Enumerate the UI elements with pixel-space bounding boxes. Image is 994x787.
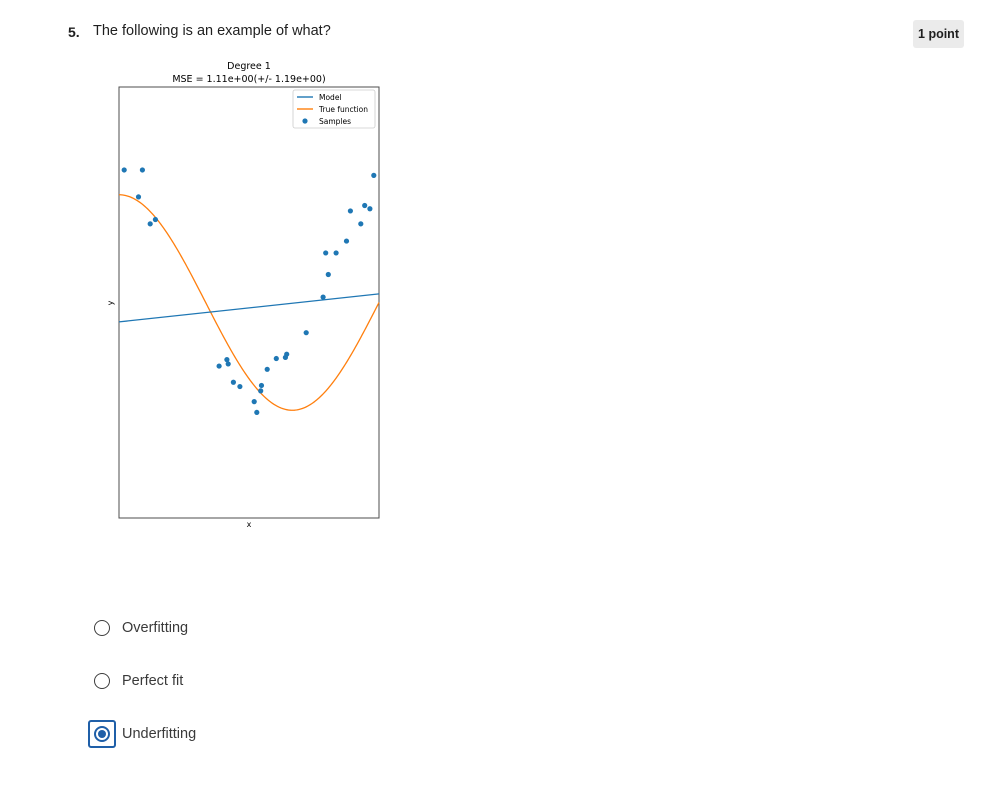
sample-point — [152, 216, 158, 223]
radio-focus-ring — [88, 667, 116, 695]
sample-point — [264, 366, 270, 372]
sample-point — [333, 250, 339, 256]
sample-point — [225, 361, 231, 367]
chart-title: Degree 1 — [227, 61, 271, 72]
sample-point — [362, 202, 368, 209]
sample-point — [216, 363, 222, 369]
chart-legend: Model True function Samples — [292, 89, 376, 129]
sample-point — [258, 388, 264, 394]
y-axis-label: y — [106, 300, 115, 305]
plot-layer — [118, 167, 380, 416]
question-number: 5. — [68, 24, 80, 40]
question-figure: Degree 1 MSE = 1.11e+00(+/- 1.19e+00) x … — [100, 55, 390, 535]
sample-point — [284, 351, 290, 357]
chart-subtitle: MSE = 1.11e+00(+/- 1.19e+00) — [172, 74, 325, 85]
option-overfitting[interactable]: Overfitting — [88, 612, 488, 644]
points-badge: 1 point — [913, 20, 964, 48]
legend-box — [292, 89, 376, 129]
model-line — [118, 293, 380, 323]
option-perfect-fit[interactable]: Perfect fit — [88, 665, 488, 697]
sample-point — [325, 271, 331, 278]
sample-point — [135, 194, 142, 200]
sample-point — [323, 250, 329, 256]
sample-point — [371, 172, 377, 178]
sample-point — [237, 383, 243, 390]
sample-point — [251, 399, 257, 405]
radio-focus-ring — [88, 720, 116, 748]
legend-true-function-label: True function — [318, 105, 368, 114]
x-axis-label: x — [247, 520, 252, 529]
radio-selected-dot — [98, 730, 106, 738]
sample-point — [273, 355, 279, 362]
radio-focus-ring — [88, 614, 116, 642]
sample-point — [147, 221, 153, 227]
sample-point — [121, 167, 127, 173]
true-function-line — [118, 194, 380, 411]
sample-point — [139, 167, 145, 173]
sample-point — [320, 294, 326, 300]
sample-point — [258, 382, 265, 389]
radio-button[interactable] — [94, 673, 110, 689]
legend-samples-label: Samples — [319, 117, 351, 126]
chart: Degree 1 MSE = 1.11e+00(+/- 1.19e+00) x … — [106, 61, 380, 529]
sample-point — [367, 206, 373, 212]
option-underfitting[interactable]: Underfitting — [88, 718, 488, 750]
radio-button[interactable] — [94, 620, 110, 636]
option-label: Overfitting — [122, 620, 189, 636]
sample-point — [303, 330, 309, 336]
sample-point — [347, 208, 353, 214]
question-text: The following is an example of what? — [93, 23, 331, 39]
answer-options: Overfitting Perfect fit Underfitting — [88, 612, 488, 771]
sample-point — [254, 409, 260, 416]
sample-point — [343, 238, 350, 244]
legend-samples-swatch — [302, 118, 308, 124]
sample-point — [224, 357, 230, 363]
sample-point — [358, 221, 364, 227]
legend-model-label: Model — [319, 93, 342, 102]
radio-button-selected[interactable] — [94, 726, 110, 742]
option-label: Perfect fit — [122, 673, 184, 689]
plot-area — [118, 86, 380, 519]
sample-point — [230, 379, 236, 385]
option-label: Underfitting — [122, 726, 197, 742]
